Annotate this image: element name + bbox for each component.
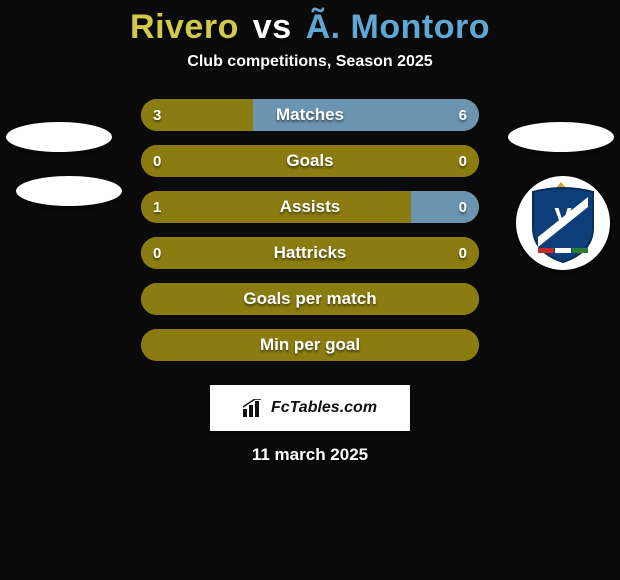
stat-left-value: 1	[153, 199, 161, 216]
stat-bar: Min per goal	[141, 329, 479, 361]
footer-date: 11 march 2025	[0, 445, 620, 465]
stat-left-value: 0	[153, 153, 161, 170]
stat-bar: Hattricks0 0	[141, 237, 479, 269]
player1-name: Rivero	[130, 8, 239, 46]
vs-text: vs	[253, 8, 292, 46]
stat-right-value: 0	[459, 245, 467, 262]
stat-label: Hattricks	[141, 243, 479, 263]
stat-row: Assists1 0	[0, 191, 620, 223]
stat-bar: Goals per match	[141, 283, 479, 315]
attribution-badge[interactable]: FcTables.com	[210, 385, 410, 431]
stat-label: Matches	[141, 105, 479, 125]
stat-left-value: 0	[153, 245, 161, 262]
stat-left-value: 3	[153, 107, 161, 124]
chart-icon	[243, 399, 265, 417]
stat-label: Assists	[141, 197, 479, 217]
attribution-text: FcTables.com	[271, 399, 377, 417]
stat-row: Goals per match	[0, 283, 620, 315]
stat-bar: Assists1 0	[141, 191, 479, 223]
stat-label: Min per goal	[141, 335, 479, 355]
stat-label: Goals per match	[141, 289, 479, 309]
stat-label: Goals	[141, 151, 479, 171]
stat-right-value: 0	[459, 153, 467, 170]
stat-row: Goals0 0	[0, 145, 620, 177]
stat-row: Matches3 6	[0, 99, 620, 131]
player2-name: Ã. Montoro	[306, 8, 490, 46]
stat-bar: Goals0 0	[141, 145, 479, 177]
comparison-card: Rivero vs Ã. Montoro Club competitions, …	[0, 0, 620, 580]
stat-row: Min per goal	[0, 329, 620, 361]
stat-right-value: 0	[459, 199, 467, 216]
page-title: Rivero vs Ã. Montoro	[0, 8, 620, 47]
stat-row: Hattricks0 0	[0, 237, 620, 269]
subtitle: Club competitions, Season 2025	[0, 53, 620, 71]
stat-bar: Matches3 6	[141, 99, 479, 131]
stat-right-value: 6	[459, 107, 467, 124]
